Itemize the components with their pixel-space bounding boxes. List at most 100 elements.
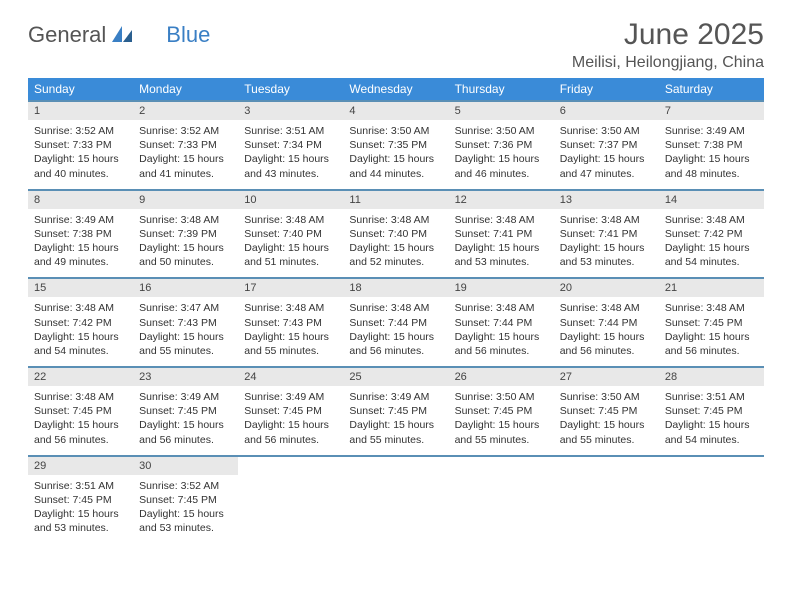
daylight-text: Daylight: 15 hours and 55 minutes. xyxy=(560,418,653,446)
day-number-cell: 24 xyxy=(238,367,343,386)
daylight-text: Daylight: 15 hours and 51 minutes. xyxy=(244,241,337,269)
daylight-text: Daylight: 15 hours and 52 minutes. xyxy=(349,241,442,269)
day-number-cell: 5 xyxy=(449,101,554,120)
sunrise-text: Sunrise: 3:48 AM xyxy=(34,301,127,315)
sunset-text: Sunset: 7:37 PM xyxy=(560,138,653,152)
day-content-row: Sunrise: 3:48 AMSunset: 7:42 PM Daylight:… xyxy=(28,297,764,367)
day-number-cell: 23 xyxy=(133,367,238,386)
col-thursday: Thursday xyxy=(449,78,554,101)
day-content-cell: Sunrise: 3:48 AMSunset: 7:40 PMDaylight:… xyxy=(343,209,448,279)
day-content-cell xyxy=(659,475,764,544)
sunrise-text: Sunrise: 3:52 AM xyxy=(139,479,232,493)
day-number-cell xyxy=(659,456,764,475)
sunset-text: Sunset: 7:38 PM xyxy=(665,138,758,152)
day-content-cell: Sunrise: 3:49 AMSunset: 7:38 PMDaylight:… xyxy=(28,209,133,279)
daylight-text: Daylight: 15 hours and 53 minutes. xyxy=(455,241,548,269)
day-content-row: Sunrise: 3:49 AMSunset: 7:38 PMDaylight:… xyxy=(28,209,764,279)
logo-text-blue: Blue xyxy=(166,22,210,48)
sunset-text: Sunset: 7:44 PM xyxy=(349,316,442,330)
day-content-cell: Sunrise: 3:48 AMSunset: 7:45 PMDaylight:… xyxy=(28,386,133,456)
daylight-text: Daylight: 15 hours and 56 minutes. xyxy=(244,418,337,446)
day-content-cell: Sunrise: 3:48 AMSunset: 7:43 PMDaylight:… xyxy=(238,297,343,367)
daylight-text: Daylight: 15 hours and 49 minutes. xyxy=(34,241,127,269)
col-saturday: Saturday xyxy=(659,78,764,101)
day-number-cell: 29 xyxy=(28,456,133,475)
daylight-text: Daylight: 15 hours and 54 minutes. xyxy=(665,418,758,446)
sunset-text: Sunset: 7:38 PM xyxy=(34,227,127,241)
sunset-text: Sunset: 7:45 PM xyxy=(560,404,653,418)
sunrise-text: Sunrise: 3:49 AM xyxy=(34,213,127,227)
day-content-cell xyxy=(449,475,554,544)
day-number-row: 2930 xyxy=(28,456,764,475)
sunset-text: Sunset: 7:45 PM xyxy=(139,404,232,418)
day-content-cell: Sunrise: 3:52 AMSunset: 7:33 PMDaylight:… xyxy=(133,120,238,190)
day-number-cell: 11 xyxy=(343,190,448,209)
sunset-text: Sunset: 7:44 PM xyxy=(560,316,653,330)
day-number-cell xyxy=(343,456,448,475)
day-number-cell xyxy=(554,456,659,475)
daylight-text: Daylight: 15 hours and 43 minutes. xyxy=(244,152,337,180)
sunrise-text: Sunrise: 3:51 AM xyxy=(34,479,127,493)
sunset-text: Sunset: 7:42 PM xyxy=(34,316,127,330)
day-number-cell: 1 xyxy=(28,101,133,120)
sunset-text: Sunset: 7:36 PM xyxy=(455,138,548,152)
day-number-cell: 4 xyxy=(343,101,448,120)
daylight-text: Daylight: 15 hours and 55 minutes. xyxy=(455,418,548,446)
sunset-text: Sunset: 7:42 PM xyxy=(665,227,758,241)
title-block: June 2025 Meilisi, Heilongjiang, China xyxy=(572,18,764,72)
sunrise-text: Sunrise: 3:48 AM xyxy=(349,213,442,227)
day-number-cell: 14 xyxy=(659,190,764,209)
col-wednesday: Wednesday xyxy=(343,78,448,101)
sunrise-text: Sunrise: 3:48 AM xyxy=(455,213,548,227)
col-tuesday: Tuesday xyxy=(238,78,343,101)
sunset-text: Sunset: 7:41 PM xyxy=(455,227,548,241)
day-content-cell: Sunrise: 3:48 AMSunset: 7:41 PMDaylight:… xyxy=(449,209,554,279)
day-content-cell: Sunrise: 3:51 AMSunset: 7:45 PMDaylight:… xyxy=(659,386,764,456)
day-number-cell xyxy=(238,456,343,475)
day-number-cell: 7 xyxy=(659,101,764,120)
daylight-text: Daylight: 15 hours and 56 minutes. xyxy=(665,330,758,358)
day-content-cell: Sunrise: 3:48 AMSunset: 7:40 PMDaylight:… xyxy=(238,209,343,279)
day-content-row: Sunrise: 3:48 AMSunset: 7:45 PMDaylight:… xyxy=(28,386,764,456)
sunset-text: Sunset: 7:35 PM xyxy=(349,138,442,152)
day-content-cell: Sunrise: 3:48 AMSunset: 7:44 PMDaylight:… xyxy=(343,297,448,367)
day-number-cell: 16 xyxy=(133,278,238,297)
day-number-row: 22232425262728 xyxy=(28,367,764,386)
day-content-cell: Sunrise: 3:48 AMSunset: 7:44 PMDaylight:… xyxy=(449,297,554,367)
day-content-cell: Sunrise: 3:52 AMSunset: 7:45 PMDaylight:… xyxy=(133,475,238,544)
sunset-text: Sunset: 7:33 PM xyxy=(139,138,232,152)
calendar-body: 1234567Sunrise: 3:52 AMSunset: 7:33 PMDa… xyxy=(28,101,764,543)
day-content-cell xyxy=(554,475,659,544)
day-content-cell: Sunrise: 3:51 AMSunset: 7:45 PMDaylight:… xyxy=(28,475,133,544)
day-header-row: Sunday Monday Tuesday Wednesday Thursday… xyxy=(28,78,764,101)
daylight-text: Daylight: 15 hours and 48 minutes. xyxy=(665,152,758,180)
col-monday: Monday xyxy=(133,78,238,101)
sunrise-text: Sunrise: 3:48 AM xyxy=(665,213,758,227)
daylight-text: Daylight: 15 hours and 53 minutes. xyxy=(560,241,653,269)
day-content-cell: Sunrise: 3:48 AMSunset: 7:45 PMDaylight:… xyxy=(659,297,764,367)
day-number-cell: 28 xyxy=(659,367,764,386)
daylight-text: Daylight: 15 hours and 50 minutes. xyxy=(139,241,232,269)
sunset-text: Sunset: 7:45 PM xyxy=(139,493,232,507)
day-content-cell: Sunrise: 3:50 AMSunset: 7:35 PMDaylight:… xyxy=(343,120,448,190)
day-content-cell: Sunrise: 3:49 AMSunset: 7:45 PMDaylight:… xyxy=(343,386,448,456)
daylight-text: Daylight: 15 hours and 56 minutes. xyxy=(349,330,442,358)
sunset-text: Sunset: 7:44 PM xyxy=(455,316,548,330)
day-number-cell: 18 xyxy=(343,278,448,297)
sunset-text: Sunset: 7:43 PM xyxy=(139,316,232,330)
day-number-row: 1234567 xyxy=(28,101,764,120)
daylight-text: Daylight: 15 hours and 56 minutes. xyxy=(560,330,653,358)
day-number-cell: 13 xyxy=(554,190,659,209)
sunrise-text: Sunrise: 3:50 AM xyxy=(560,390,653,404)
day-number-cell: 22 xyxy=(28,367,133,386)
sunset-text: Sunset: 7:39 PM xyxy=(139,227,232,241)
sunrise-text: Sunrise: 3:50 AM xyxy=(455,124,548,138)
sunset-text: Sunset: 7:45 PM xyxy=(349,404,442,418)
day-content-cell: Sunrise: 3:48 AMSunset: 7:42 PMDaylight:… xyxy=(28,297,133,367)
day-content-cell xyxy=(238,475,343,544)
day-number-cell: 2 xyxy=(133,101,238,120)
month-title: June 2025 xyxy=(572,18,764,52)
day-content-cell: Sunrise: 3:48 AMSunset: 7:41 PMDaylight:… xyxy=(554,209,659,279)
sunrise-text: Sunrise: 3:52 AM xyxy=(139,124,232,138)
daylight-text: Daylight: 15 hours and 56 minutes. xyxy=(34,418,127,446)
